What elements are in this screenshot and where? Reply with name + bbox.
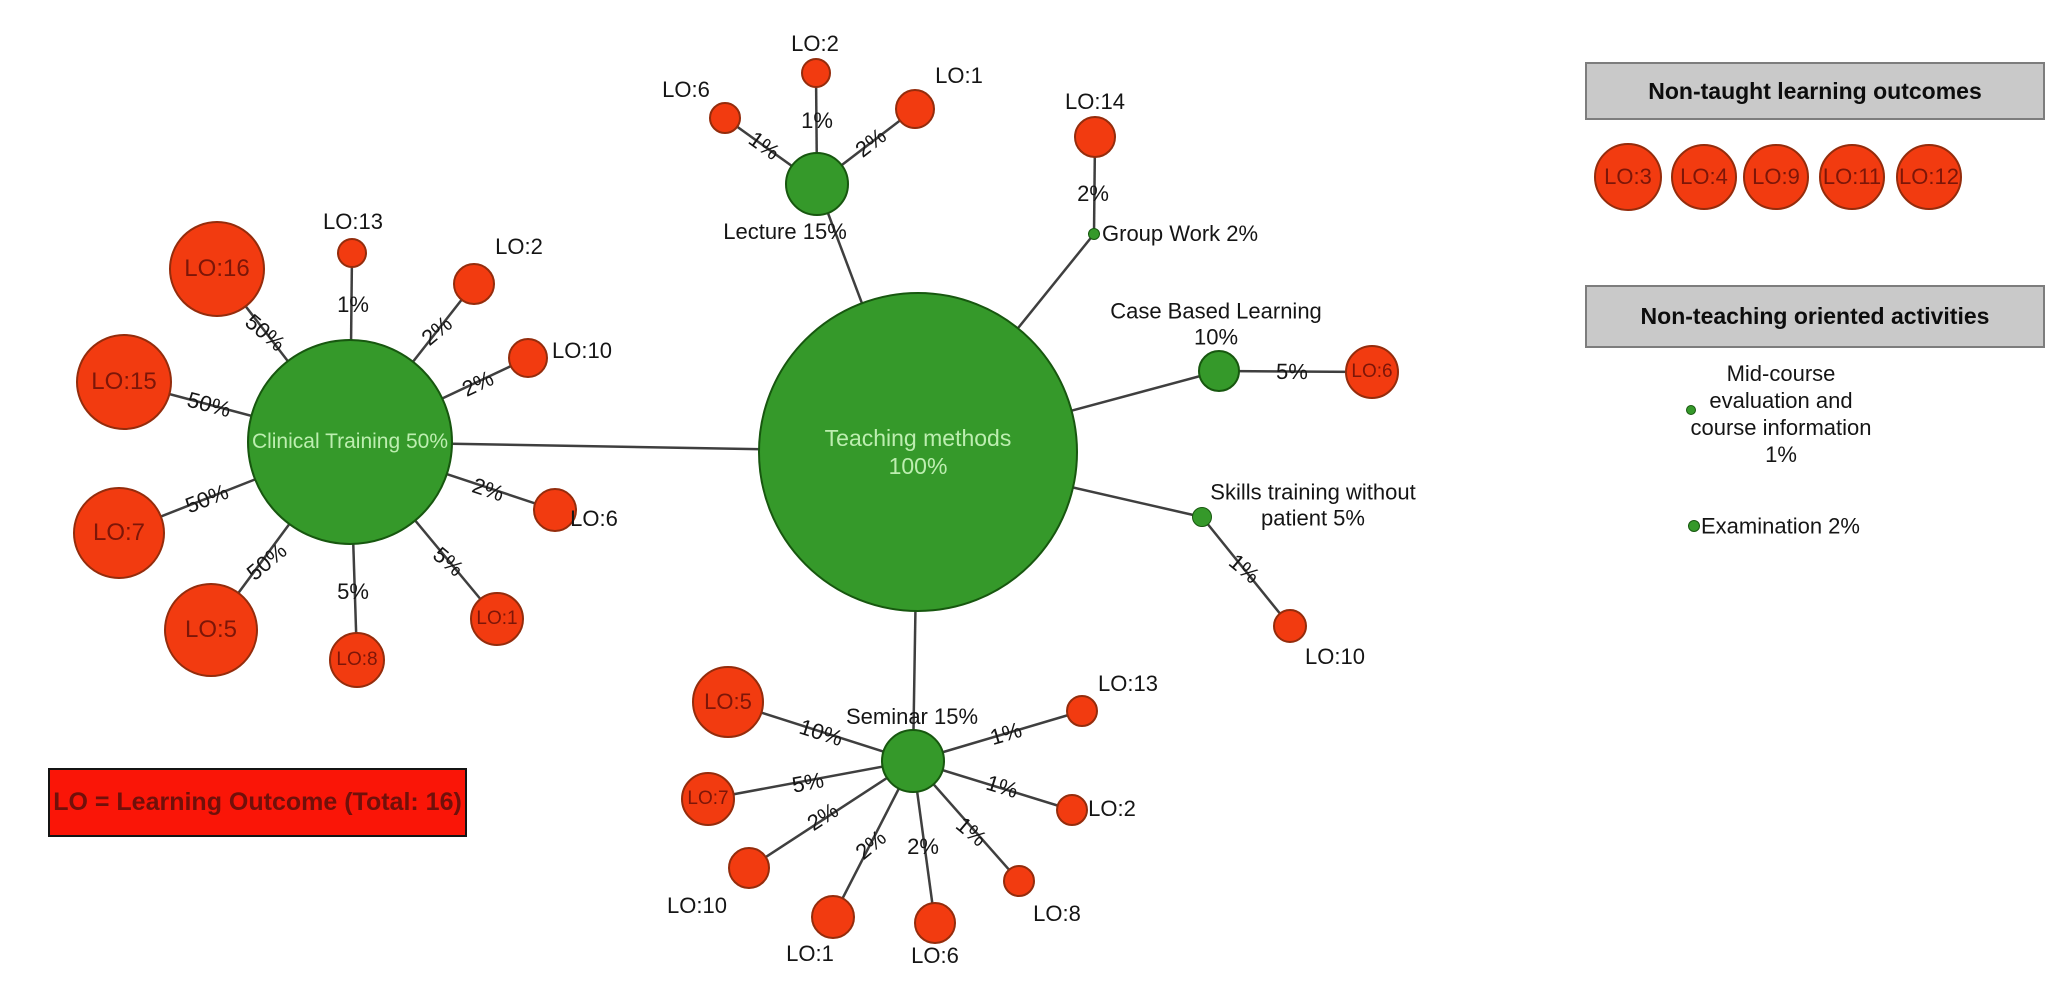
lo-7-seminar-label: LO:7 (687, 788, 729, 810)
lo-5-clinical-label: LO:5 (184, 616, 238, 644)
legend-lo-12-label: LO:12 (1899, 163, 1959, 189)
lo-1-seminar-label: LO:1 (786, 940, 834, 966)
hub-skills-training (1192, 507, 1212, 527)
hub-seminar (881, 729, 945, 793)
midcourse-evaluation-label: Mid-course evaluation and course informa… (1690, 361, 1872, 467)
hub-clinical-training-label: Clinical Training 50% (251, 430, 449, 454)
lo-definition-note: LO = Learning Outcome (Total: 16) (48, 768, 467, 837)
edge-label-lo-13-clinical: 1% (337, 292, 369, 317)
lo-15-clinical: LO:15 (76, 334, 172, 430)
hub-case-based-learning-label: Case Based Learning 10% (1110, 298, 1322, 350)
lo-13-clinical-label: LO:13 (323, 208, 383, 234)
lo-2-lecture (801, 58, 831, 88)
lo-14-group-work-label: LO:14 (1065, 88, 1125, 114)
lo-6-seminar-label: LO:6 (911, 942, 959, 968)
lo-1-clinical-label: LO:1 (476, 608, 518, 630)
hub-seminar-label: Seminar 15% (845, 703, 979, 729)
lo-2-clinical-label: LO:2 (495, 233, 543, 259)
lo-10-seminar (728, 847, 770, 889)
lo-2-clinical (453, 263, 495, 305)
lo-2-seminar-label: LO:2 (1088, 795, 1136, 821)
edge-hub-skills-training-to-lo-10-skills (1201, 516, 1291, 627)
lo-10-skills-label: LO:10 (1305, 643, 1365, 669)
midcourse-evaluation-dot (1686, 405, 1696, 415)
examination-label: Examination 2% (1701, 513, 1860, 539)
legend-lo-4: LO:4 (1671, 144, 1737, 210)
edge-label-lo-6-case-based: 5% (1276, 358, 1308, 385)
lo-13-clinical (337, 238, 367, 268)
examination-dot (1688, 520, 1700, 532)
lo-1-lecture (895, 89, 935, 129)
lo-1-clinical: LO:1 (470, 592, 524, 646)
lo-6-clinical-label: LO:6 (570, 505, 618, 531)
lo-8-seminar-label: LO:8 (1033, 900, 1081, 926)
lo-15-clinical-label: LO:15 (91, 368, 157, 396)
legend-header-non-taught-learning-outcomes: Non-taught learning outcomes (1585, 62, 2045, 120)
lo-13-seminar (1066, 695, 1098, 727)
lo-10-skills (1273, 609, 1307, 643)
lo-13-seminar-label: LO:13 (1098, 670, 1158, 696)
lo-1-lecture-label: LO:1 (935, 62, 983, 88)
lo-2-seminar (1056, 794, 1088, 826)
legend-header-non-teaching-oriented-activities: Non-teaching oriented activities (1585, 285, 2045, 348)
lo-6-seminar (914, 902, 956, 944)
lo-16-clinical: LO:16 (169, 221, 265, 317)
legend-lo-3: LO:3 (1594, 143, 1662, 211)
lo-10-clinical (508, 338, 548, 378)
lo-10-seminar-label: LO:10 (667, 892, 727, 918)
legend-lo-4-label: LO:4 (1680, 163, 1728, 189)
edge-label-lo-8-clinical: 5% (337, 579, 369, 604)
legend-lo-9: LO:9 (1743, 144, 1809, 210)
lo-5-clinical: LO:5 (164, 583, 258, 677)
edge-hub-seminar-to-lo-7-seminar (707, 759, 914, 801)
hub-clinical-training: Clinical Training 50% (247, 339, 453, 545)
edge-label-lo-14-group-work: 2% (1077, 181, 1109, 206)
lo-5-seminar: LO:5 (692, 666, 764, 738)
legend-lo-12: LO:12 (1896, 144, 1962, 210)
lo-7-seminar: LO:7 (681, 772, 735, 826)
lo-5-seminar-label: LO:5 (704, 688, 752, 714)
hub-group-work (1088, 228, 1100, 240)
hub-teaching-methods: Teaching methods 100% (758, 292, 1078, 612)
hub-case-based-learning (1198, 350, 1240, 392)
lo-2-lecture-label: LO:2 (791, 30, 839, 56)
hub-group-work-label: Group Work 2% (1102, 220, 1259, 246)
legend-lo-9-label: LO:9 (1752, 163, 1800, 189)
edge-label-lo-2-lecture: 1% (801, 108, 833, 133)
lo-1-seminar (811, 895, 855, 939)
lo-6-lecture (709, 102, 741, 134)
lo-14-group-work (1074, 116, 1116, 158)
legend-lo-11: LO:11 (1819, 144, 1885, 210)
lo-8-seminar (1003, 865, 1035, 897)
legend-lo-3-label: LO:3 (1604, 163, 1652, 189)
hub-skills-training-label: Skills training without patient 5% (1210, 479, 1416, 531)
lo-7-clinical: LO:7 (73, 487, 165, 579)
lo-6-lecture-label: LO:6 (662, 76, 710, 102)
hub-lecture-label: Lecture 15% (723, 218, 847, 244)
lo-16-clinical-label: LO:16 (184, 255, 250, 283)
lo-10-clinical-label: LO:10 (552, 337, 612, 363)
edge-label-lo-6-seminar: 2% (907, 834, 939, 859)
lo-8-clinical: LO:8 (329, 632, 385, 688)
lo-6-case-based-label: LO:6 (1351, 361, 1393, 383)
legend-lo-11-label: LO:11 (1822, 163, 1882, 189)
hub-lecture (785, 152, 849, 216)
lo-6-case-based: LO:6 (1345, 345, 1399, 399)
lo-8-clinical-label: LO:8 (336, 649, 378, 671)
hub-teaching-methods-label: Teaching methods 100% (824, 424, 1012, 479)
lo-7-clinical-label: LO:7 (92, 519, 146, 547)
lo-6-clinical (533, 488, 577, 532)
